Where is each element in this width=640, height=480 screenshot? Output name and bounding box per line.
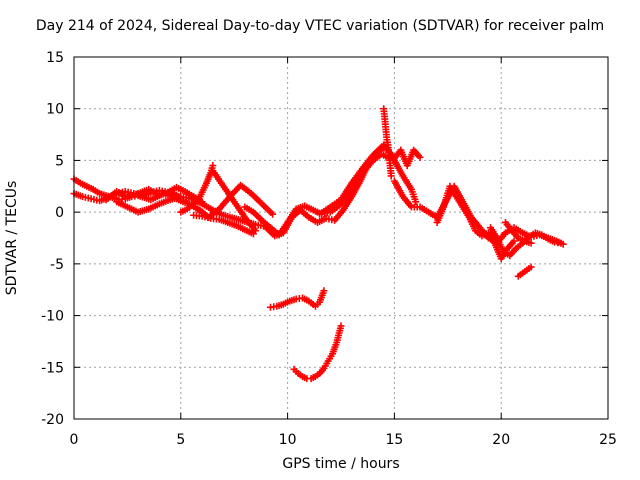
y-tick-label: 10: [46, 102, 64, 118]
plot-border: [73, 56, 609, 420]
data-point: [252, 227, 260, 235]
series-small-dip: [514, 263, 535, 280]
x-tick-label: 5: [176, 432, 185, 448]
chart-title: Day 214 of 2024, Sidereal Day-to-day VTE…: [35, 18, 605, 34]
series-dip-2: [290, 322, 345, 383]
axis-ticks: 0 5 10 15 20 25 15 10 5 0 -5 -10 -15 -20: [41, 50, 617, 448]
series-track-g: [209, 167, 260, 235]
y-tick-label: 15: [46, 50, 64, 66]
data-point: [412, 198, 420, 206]
x-tick-label: 20: [492, 432, 510, 448]
y-tick-label: -20: [41, 412, 64, 428]
data-point: [510, 237, 518, 245]
x-tick-label: 0: [70, 432, 79, 448]
data-point: [557, 239, 565, 247]
data-point: [527, 263, 535, 271]
data-points: [70, 105, 567, 383]
y-tick-label: -5: [50, 257, 64, 273]
x-tick-label: 10: [279, 432, 297, 448]
series-spike: [380, 105, 395, 180]
y-tick-label: -10: [41, 309, 64, 325]
x-tick-label: 15: [385, 432, 403, 448]
data-point: [269, 210, 277, 218]
y-axis-label: SDTVAR / TECUs: [4, 180, 20, 296]
data-point: [320, 287, 328, 295]
x-axis-label: GPS time / hours: [282, 456, 400, 472]
data-point: [337, 322, 345, 330]
series-track-e: [177, 162, 217, 216]
data-point: [416, 153, 424, 161]
series-track-o: [501, 218, 535, 247]
data-point: [527, 239, 535, 247]
y-tick-label: -15: [41, 360, 64, 376]
data-point: [387, 172, 395, 180]
series-track-h: [194, 181, 277, 221]
data-point: [177, 194, 185, 202]
series-dip-1: [267, 287, 328, 311]
y-tick-label: 0: [55, 205, 64, 221]
y-tick-label: 5: [55, 153, 64, 169]
series-track-n: [487, 224, 565, 260]
x-tick-label: 25: [599, 432, 617, 448]
series-track-d: [102, 185, 185, 204]
